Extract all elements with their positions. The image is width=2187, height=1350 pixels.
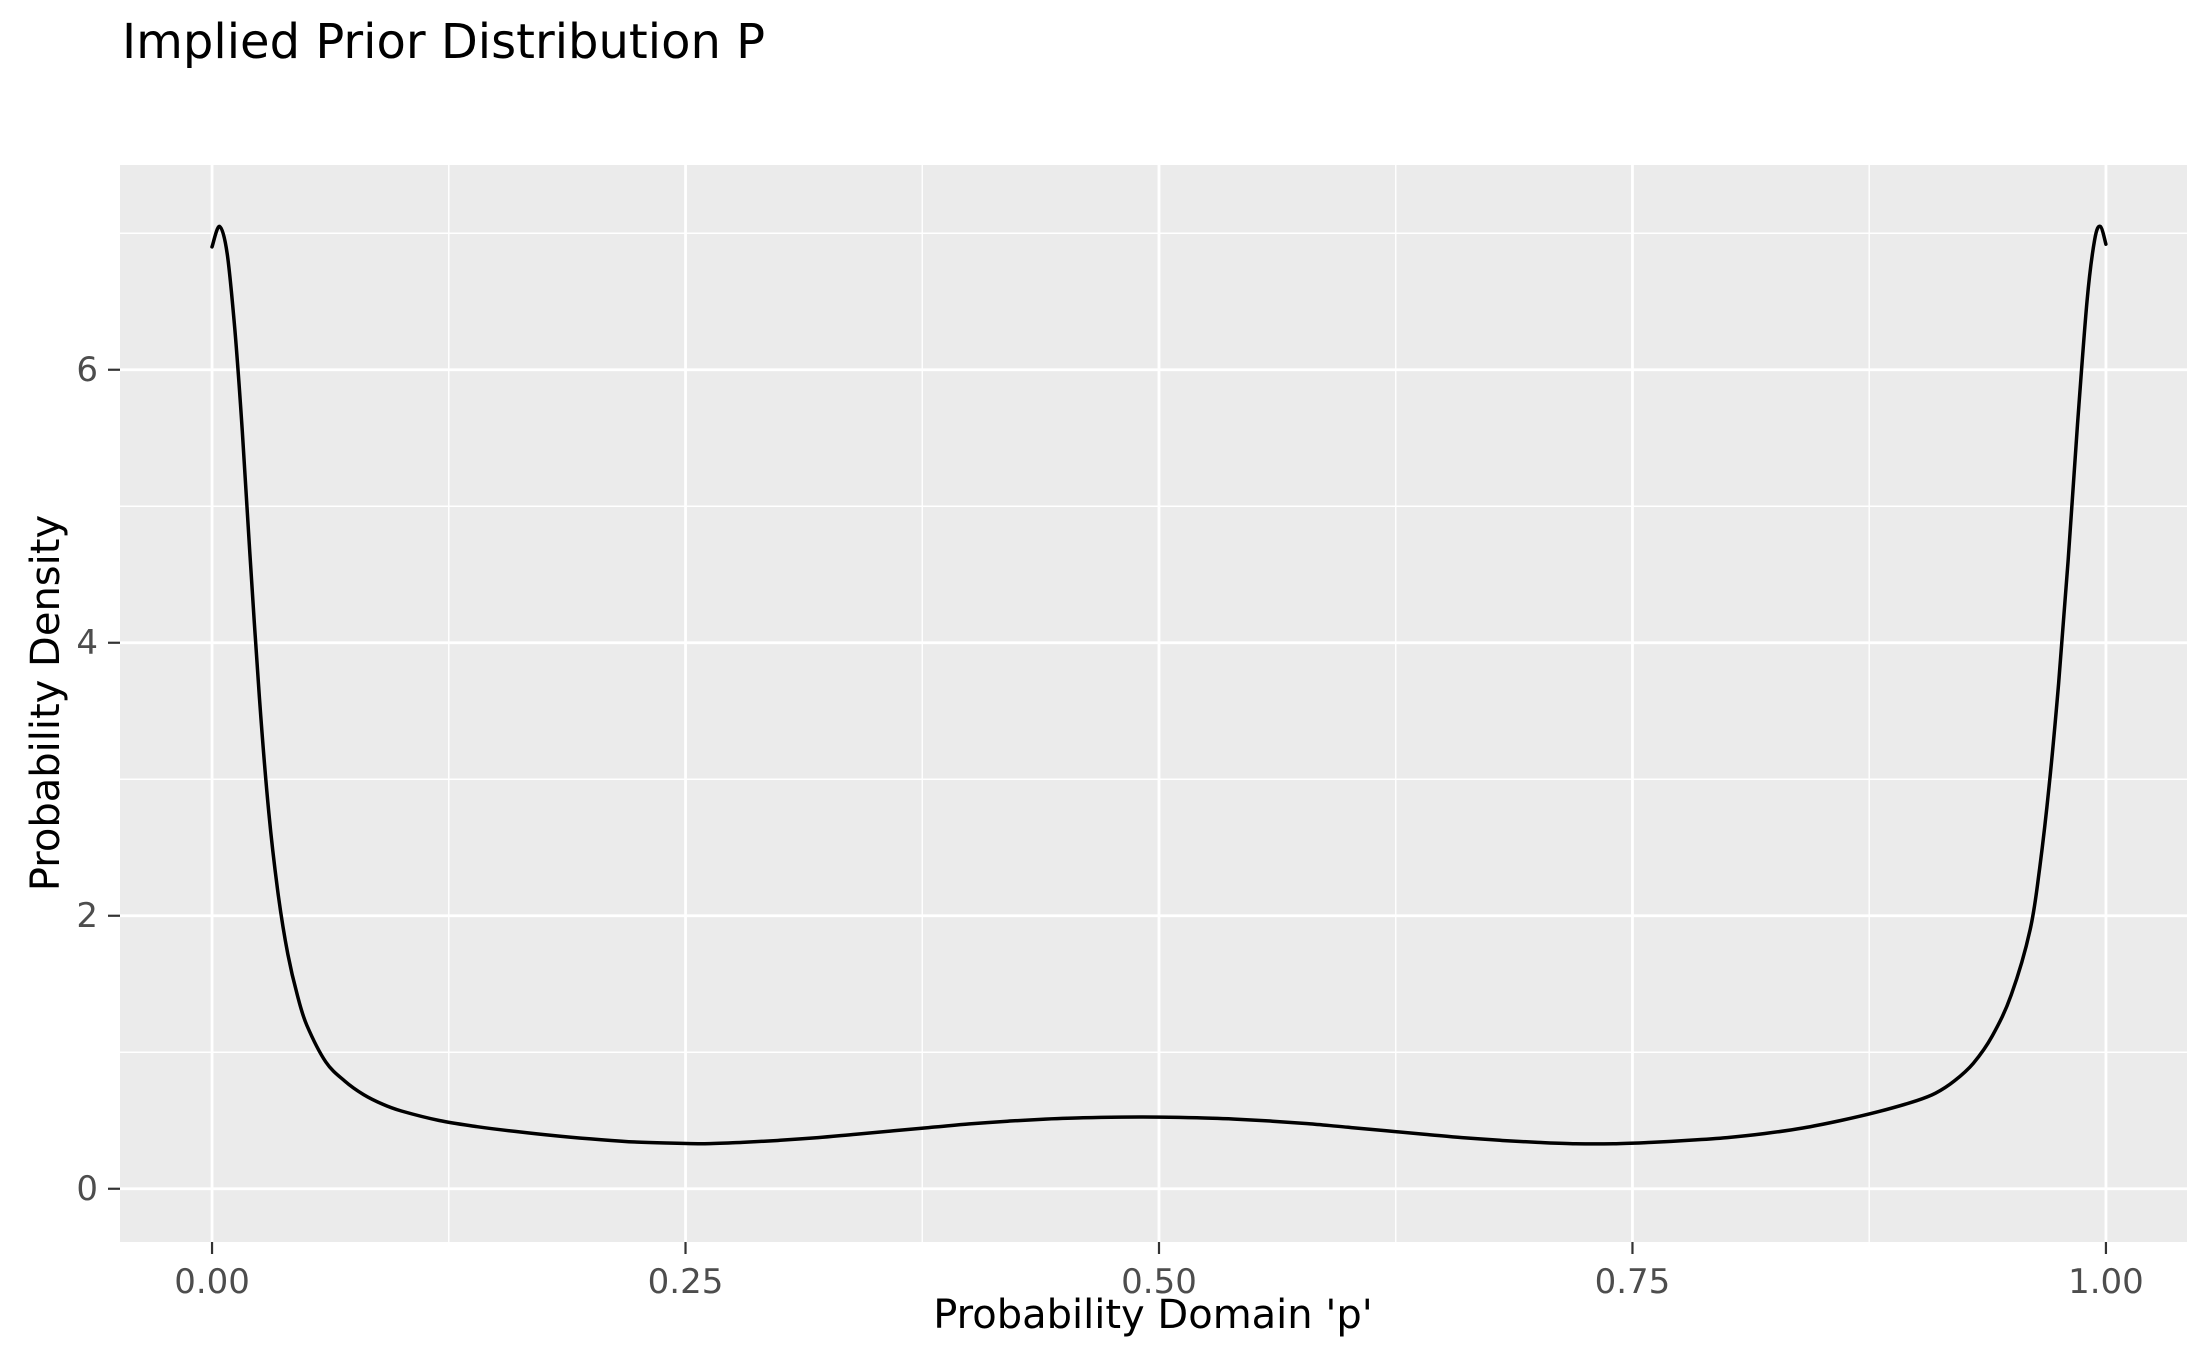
x-axis-title: Probability Domain 'p' <box>933 1292 1373 1338</box>
y-tick-label: 2 <box>76 896 98 936</box>
y-tick-label: 6 <box>76 350 98 390</box>
chart-title: Implied Prior Distribution P <box>122 14 766 70</box>
x-tick-label: 0.25 <box>648 1262 724 1302</box>
y-tick-label: 4 <box>76 623 98 663</box>
x-tick-label: 1.00 <box>2068 1262 2144 1302</box>
y-axis-title: Probability Density <box>23 514 69 892</box>
x-tick-label: 0.00 <box>174 1262 250 1302</box>
y-tick-label: 0 <box>76 1169 98 1209</box>
plot-panel <box>120 165 2187 1242</box>
x-tick-label: 0.75 <box>1595 1262 1671 1302</box>
density-curve <box>210 224 2108 1146</box>
x-tick-label: 0.50 <box>1121 1262 1197 1302</box>
